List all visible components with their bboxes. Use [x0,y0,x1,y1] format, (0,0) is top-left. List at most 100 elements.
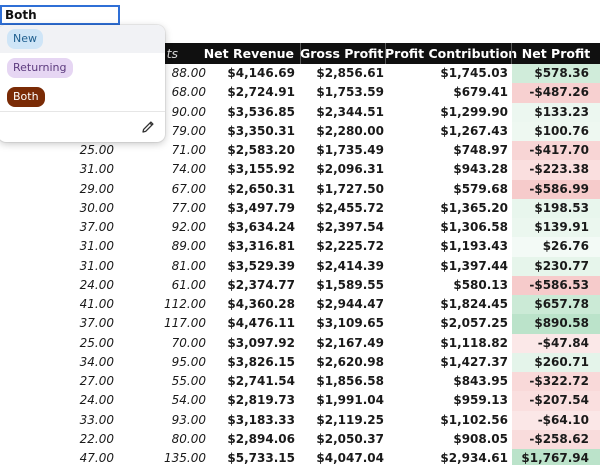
cell-gross-profit[interactable]: $2,280.00 [316,123,384,138]
cell-quantity[interactable]: 89.00 [171,239,206,254]
cell-net-revenue[interactable]: $3,529.39 [227,258,295,273]
column-header-partial[interactable]: ts [166,46,178,61]
cell-gross-profit[interactable]: $1,856.58 [316,374,384,388]
table-row[interactable]: 22.00 80.00 $2,894.06 $2,050.37 $908.05 -$258… [0,429,600,449]
cell-net-profit[interactable]: $26.76 [512,237,600,257]
cell-net-revenue[interactable]: $2,819.73 [227,393,295,408]
cell-gross-profit[interactable]: $2,944.47 [316,297,384,311]
cell-quantity[interactable]: 55.00 [171,374,206,388]
table-row[interactable]: 34.00 95.00 $3,826.15 $2,620.98 $1,427.37 $26… [0,352,600,372]
cell-units[interactable]: 31.00 [79,258,114,273]
cell-net-revenue[interactable]: $4,146.69 [227,66,295,80]
cell-net-profit[interactable]: -$586.99 [512,179,600,199]
cell-net-revenue[interactable]: $3,097.92 [227,335,295,350]
cell-gross-profit[interactable]: $2,167.49 [316,335,384,350]
cell-net-revenue[interactable]: $4,476.11 [227,316,295,331]
table-row[interactable]: 24.00 54.00 $2,819.73 $1,991.04 $959.13 -$207… [0,391,600,411]
cell-net-profit[interactable]: $230.77 [512,256,600,276]
cell-gross-profit[interactable]: $1,753.59 [316,85,384,100]
cell-quantity[interactable]: 88.00 [171,66,206,80]
cell-quantity[interactable]: 117.00 [164,316,206,331]
option-both[interactable]: Both [0,83,165,111]
cell-profit-contribution[interactable]: $580.13 [453,277,508,292]
cell-gross-profit[interactable]: $2,225.72 [316,239,384,254]
cell-quantity[interactable]: 90.00 [171,104,206,119]
cell-profit-contribution[interactable]: $1,193.43 [440,239,508,254]
cell-quantity[interactable]: 93.00 [171,412,206,427]
cell-profit-contribution[interactable]: $1,427.37 [440,354,508,369]
table-row[interactable]: 68.00 $2,724.91 $1,753.59 $679.41 -$487.26 [0,83,600,103]
table-row[interactable]: 25.00 71.00 $2,583.20 $1,735.49 $748.97 -$417… [0,141,600,161]
pencil-icon[interactable] [140,119,156,135]
cell-net-revenue[interactable]: $3,155.92 [227,162,295,177]
table-row[interactable]: 31.00 89.00 $3,316.81 $2,225.72 $1,193.43 $26… [0,237,600,257]
cell-gross-profit[interactable]: $2,414.39 [316,258,384,273]
cell-quantity[interactable]: 68.00 [171,85,206,100]
cell-profit-contribution[interactable]: $2,934.61 [440,451,508,465]
cell-net-revenue[interactable]: $3,183.33 [227,412,295,427]
column-header-profit-contribution[interactable]: Profit Contribution [385,46,518,61]
cell-gross-profit[interactable]: $1,727.50 [316,181,384,196]
cell-net-profit[interactable]: $890.58 [512,314,600,334]
cell-units[interactable]: 41.00 [79,297,114,311]
cell-units[interactable]: 47.00 [79,451,114,465]
cell-net-profit[interactable]: $578.36 [512,64,600,84]
table-row[interactable]: 31.00 74.00 $3,155.92 $2,096.31 $943.28 -$223… [0,160,600,180]
cell-quantity[interactable]: 77.00 [171,200,206,215]
cell-gross-profit[interactable]: $1,589.55 [316,277,384,292]
cell-profit-contribution[interactable]: $579.68 [453,181,508,196]
cell-profit-contribution[interactable]: $1,267.43 [440,123,508,138]
cell-net-profit[interactable]: $133.23 [512,102,600,122]
table-row[interactable]: 29.00 67.00 $2,650.31 $1,727.50 $579.68 -$586… [0,179,600,199]
cell-quantity[interactable]: 135.00 [164,451,206,465]
cell-quantity[interactable]: 80.00 [171,431,206,446]
cell-profit-contribution[interactable]: $1,118.82 [440,335,508,350]
cell-profit-contribution[interactable]: $679.41 [453,85,508,100]
cell-profit-contribution[interactable]: $1,365.20 [440,200,508,215]
cell-units[interactable]: 34.00 [79,354,114,369]
cell-net-revenue[interactable]: $3,826.15 [227,354,295,369]
cell-gross-profit[interactable]: $2,620.98 [316,354,384,369]
cell-units[interactable]: 30.00 [79,200,114,215]
cell-units[interactable]: 31.00 [79,162,114,177]
cell-profit-contribution[interactable]: $959.13 [453,393,508,408]
cell-profit-contribution[interactable]: $1,745.03 [440,66,508,80]
cell-quantity[interactable]: 70.00 [171,335,206,350]
cell-profit-contribution[interactable]: $1,299.90 [440,104,508,119]
cell-profit-contribution[interactable]: $1,824.45 [440,297,508,311]
cell-gross-profit[interactable]: $1,991.04 [316,393,384,408]
cell-net-revenue[interactable]: $2,374.77 [227,277,295,292]
cell-quantity[interactable]: 71.00 [171,143,206,157]
table-row[interactable]: 31.00 81.00 $3,529.39 $2,414.39 $1,397.44 $23… [0,256,600,276]
cell-gross-profit[interactable]: $2,050.37 [316,431,384,446]
cell-net-profit[interactable]: -$207.54 [512,391,600,411]
cell-gross-profit[interactable]: $3,109.65 [316,316,384,331]
cell-profit-contribution[interactable]: $843.95 [453,374,508,388]
option-returning[interactable]: Returning [0,54,165,82]
cell-net-profit[interactable]: $198.53 [512,198,600,218]
cell-units[interactable]: 25.00 [79,143,114,157]
cell-net-revenue[interactable]: $3,350.31 [227,123,295,138]
cell-net-profit[interactable]: -$487.26 [512,83,600,103]
cell-profit-contribution[interactable]: $748.97 [453,143,508,157]
cell-gross-profit[interactable]: $2,344.51 [316,104,384,119]
cell-gross-profit[interactable]: $2,096.31 [316,162,384,177]
cell-gross-profit[interactable]: $4,047.04 [316,451,384,465]
cell-net-profit[interactable]: -$417.70 [512,141,600,161]
column-header-net-revenue[interactable]: Net Revenue [203,46,294,61]
cell-net-profit[interactable]: -$586.53 [512,275,600,295]
cell-units[interactable]: 31.00 [79,239,114,254]
cell-profit-contribution[interactable]: $943.28 [453,162,508,177]
column-header-net-profit[interactable]: Net Profit [521,46,591,61]
cell-net-profit[interactable]: -$47.84 [512,333,600,353]
cell-units[interactable]: 29.00 [79,181,114,196]
cell-quantity[interactable]: 92.00 [171,220,206,234]
cell-net-revenue[interactable]: $3,316.81 [227,239,295,254]
table-row[interactable]: 79.00 $3,350.31 $2,280.00 $1,267.43 $100.76 [0,121,600,141]
cell-units[interactable]: 22.00 [79,431,114,446]
table-row[interactable]: 27.00 55.00 $2,741.54 $1,856.58 $843.95 -$322… [0,372,600,392]
cell-quantity[interactable]: 95.00 [171,354,206,369]
cell-net-profit[interactable]: $260.71 [512,352,600,372]
table-row[interactable]: 30.00 77.00 $3,497.79 $2,455.72 $1,365.20 $19… [0,198,600,218]
column-divider[interactable] [300,43,301,64]
